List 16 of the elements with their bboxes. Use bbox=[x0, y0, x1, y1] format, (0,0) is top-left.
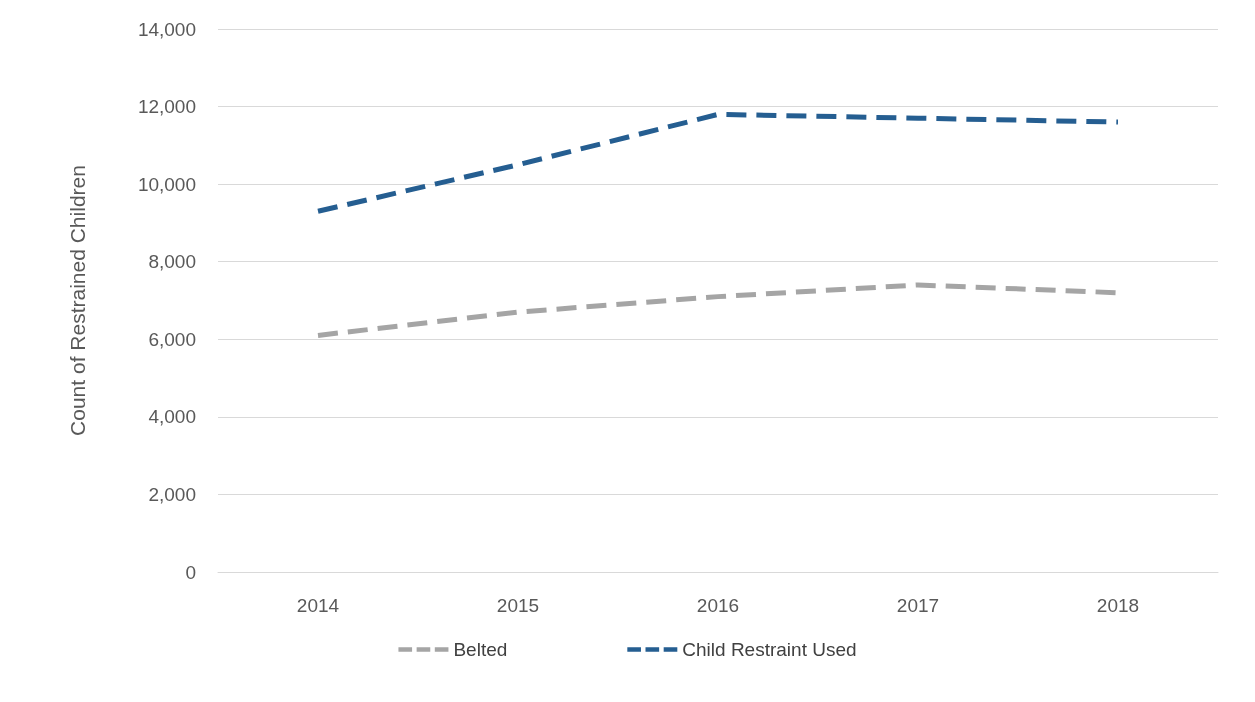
y-tick-label: 0 bbox=[185, 561, 196, 583]
x-tick-label: 2015 bbox=[496, 595, 540, 616]
y-tick-label: 12,000 bbox=[137, 96, 196, 118]
y-axis-title: Count of Restrained Children bbox=[66, 165, 89, 436]
y-tick-label: 4,000 bbox=[148, 406, 196, 428]
legend-label: Belted bbox=[453, 639, 508, 660]
x-tick-label: 2016 bbox=[696, 595, 740, 616]
x-tick-label: 2014 bbox=[296, 595, 340, 616]
x-tick-label: 2018 bbox=[1096, 595, 1140, 616]
y-tick-label: 10,000 bbox=[137, 173, 196, 195]
y-tick-label: 8,000 bbox=[148, 251, 196, 273]
y-tick-label: 14,000 bbox=[137, 18, 196, 40]
legend-label: Child Restraint Used bbox=[682, 639, 857, 660]
y-tick-label: 6,000 bbox=[148, 328, 196, 350]
y-tick-label: 2,000 bbox=[148, 483, 196, 505]
x-tick-label: 2017 bbox=[896, 595, 940, 616]
